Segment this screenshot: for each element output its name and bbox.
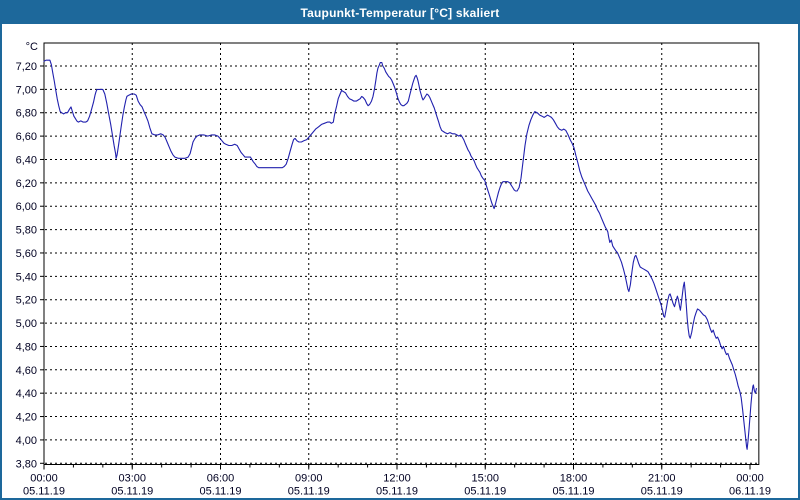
y-tick-label: 6,00 xyxy=(16,201,37,213)
x-tick-date-label: 05.11.19 xyxy=(23,486,65,498)
x-tick-time-label: 15:00 xyxy=(471,473,499,485)
x-tick-date-label: 05.11.19 xyxy=(552,486,594,498)
y-axis-unit-label: °C xyxy=(26,41,38,53)
axes-and-ticks xyxy=(40,65,751,470)
y-tick-label: 6,60 xyxy=(16,131,37,143)
x-tick-time-label: 21:00 xyxy=(648,473,676,485)
dew-point-line-chart: 7,20 7,00 6,80 6,60 6,40 6,20 6,00 5,80 5,60 5,40… xyxy=(16,41,771,498)
chart-area: 7,20 7,00 6,80 6,60 6,40 6,20 6,00 5,80 5,60 5,40… xyxy=(2,24,798,498)
x-tick-date-label: 05.11.19 xyxy=(641,486,683,498)
y-tick-label: 4,40 xyxy=(16,388,37,400)
x-tick-time-label: 06:00 xyxy=(207,473,235,485)
title-bar: Taupunkt-Temperatur [°C] skaliert xyxy=(2,2,798,24)
y-tick-label: 6,40 xyxy=(16,154,37,166)
y-tick-label: 5,60 xyxy=(16,248,37,260)
x-tick-date-label: 06.11.19 xyxy=(729,486,771,498)
x-tick-time-label: 00:00 xyxy=(736,473,764,485)
axis-labels: 7,20 7,00 6,80 6,60 6,40 6,20 6,00 5,80 5,60 5,40… xyxy=(16,41,771,498)
gridlines xyxy=(45,43,759,465)
x-tick-time-label: 00:00 xyxy=(30,473,58,485)
x-tick-date-label: 05.11.19 xyxy=(111,486,153,498)
y-tick-label: 5,20 xyxy=(16,295,37,307)
x-tick-time-label: 12:00 xyxy=(383,473,411,485)
temperature-series-line xyxy=(43,59,757,450)
y-tick-label: 7,00 xyxy=(16,84,37,96)
x-tick-time-label: 18:00 xyxy=(560,473,588,485)
y-tick-label: 6,80 xyxy=(16,108,37,120)
y-tick-label: 5,80 xyxy=(16,225,37,237)
y-tick-label: 5,00 xyxy=(16,318,37,330)
x-tick-date-label: 05.11.19 xyxy=(288,486,330,498)
x-tick-date-label: 05.11.19 xyxy=(464,486,506,498)
y-tick-label: 6,20 xyxy=(16,178,37,190)
y-tick-label: 4,60 xyxy=(16,365,37,377)
y-tick-label: 4,00 xyxy=(16,435,37,447)
y-tick-label: 4,20 xyxy=(16,412,37,424)
x-tick-date-label: 05.11.19 xyxy=(199,486,241,498)
y-tick-label: 7,20 xyxy=(16,61,37,73)
window-title: Taupunkt-Temperatur [°C] skaliert xyxy=(300,6,500,20)
plot-frame xyxy=(43,42,760,465)
y-tick-label: 3,80 xyxy=(16,458,37,470)
x-tick-date-label: 05.11.19 xyxy=(376,486,418,498)
y-tick-label: 5,40 xyxy=(16,271,37,283)
x-tick-time-label: 03:00 xyxy=(118,473,146,485)
y-tick-label: 4,80 xyxy=(16,341,37,353)
x-tick-time-label: 09:00 xyxy=(295,473,323,485)
